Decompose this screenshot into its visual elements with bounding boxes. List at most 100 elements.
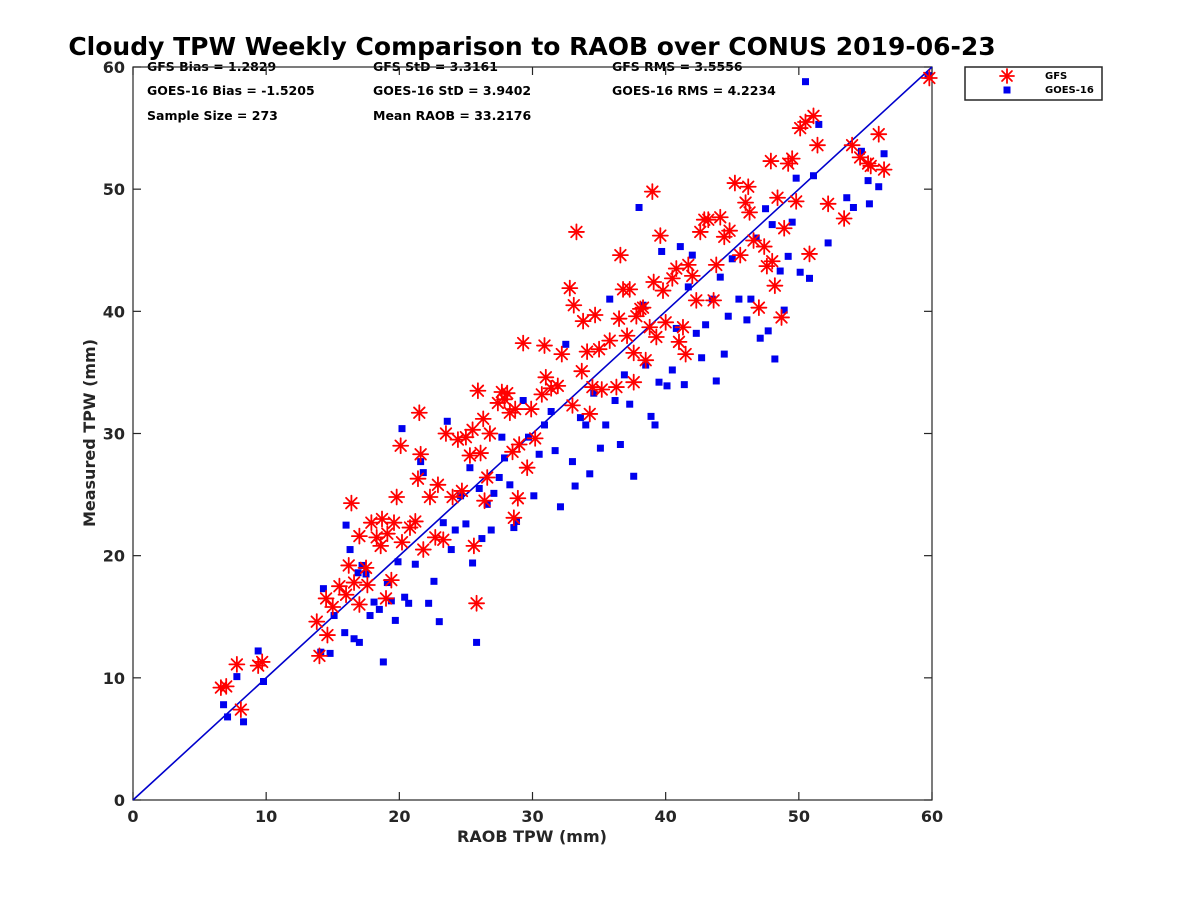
x-tick-label: 20 xyxy=(388,807,410,826)
y-tick-label: 60 xyxy=(103,58,125,77)
goes16-point xyxy=(590,389,598,397)
goes16-point xyxy=(220,701,228,709)
goes16-point xyxy=(762,205,770,213)
gfs-point xyxy=(657,313,675,331)
goes16-point xyxy=(224,713,232,721)
gfs-point xyxy=(611,246,629,264)
gfs-point xyxy=(437,425,455,442)
goes16-point xyxy=(576,414,584,422)
goes16-point xyxy=(692,329,700,337)
gfs-point xyxy=(392,437,410,455)
gfs-point xyxy=(561,279,579,297)
goes16-point xyxy=(865,200,873,208)
goes16-point xyxy=(405,599,413,607)
goes16-point xyxy=(616,440,624,448)
gfs-point xyxy=(766,277,784,295)
goes16-point xyxy=(478,535,486,543)
gfs-point xyxy=(319,626,336,644)
goes16-point xyxy=(443,417,451,425)
gfs-point xyxy=(683,267,701,285)
reference-line-layer xyxy=(132,66,933,801)
gfs-point xyxy=(429,476,447,494)
gfs-point xyxy=(755,238,773,255)
gfs-point xyxy=(311,647,328,665)
goes16-point xyxy=(341,629,349,637)
goes16-point xyxy=(676,243,684,251)
goes16-point xyxy=(611,397,619,405)
goes16-point xyxy=(788,218,796,226)
goes16-point xyxy=(495,473,503,481)
stats-block: GFS Bias = 1.2829 GFS StD = 3.3161 GFS RMS… xyxy=(147,59,776,123)
goes16-point xyxy=(519,397,527,405)
gfs-point xyxy=(414,541,432,558)
goes16-point xyxy=(317,648,325,656)
goes16-point xyxy=(490,489,498,497)
gfs-point xyxy=(478,469,496,486)
goes16-point xyxy=(346,546,354,554)
gfs-point xyxy=(337,586,355,604)
gfs-point xyxy=(667,260,685,277)
gfs-point xyxy=(773,309,790,326)
gfs-point xyxy=(762,152,780,170)
gfs-point xyxy=(393,533,411,551)
gfs-point xyxy=(468,594,485,612)
gfs-point xyxy=(581,405,599,423)
goes16-point xyxy=(469,559,477,567)
goes16-point xyxy=(411,560,419,568)
gfs-point xyxy=(875,161,893,179)
goes16-point xyxy=(647,412,655,420)
gfs-point xyxy=(819,195,837,213)
gfs-point xyxy=(509,489,527,507)
gfs-point xyxy=(645,273,663,291)
gfs-point xyxy=(625,344,643,362)
gfs-point xyxy=(362,514,380,532)
goes16-point xyxy=(439,519,447,527)
gfs-point xyxy=(607,378,625,396)
goes16-point xyxy=(875,183,883,191)
goes16-point xyxy=(684,283,692,291)
goes16-point xyxy=(462,520,470,528)
gfs-point xyxy=(388,488,406,506)
gfs-point xyxy=(565,296,583,314)
goes16-point xyxy=(864,177,872,185)
gfs-point xyxy=(641,318,659,336)
gfs-point xyxy=(217,677,235,695)
gfs-point xyxy=(385,514,403,532)
goes16-point xyxy=(702,321,710,329)
goes16-point xyxy=(743,316,751,324)
goes16-point xyxy=(358,561,366,569)
gfs-point xyxy=(851,149,869,166)
goes16-point xyxy=(254,647,262,655)
gfs-point xyxy=(797,113,814,131)
gfs-point xyxy=(409,470,427,488)
goes16-point xyxy=(375,605,383,613)
gfs-point xyxy=(357,559,375,577)
x-tick-label: 50 xyxy=(788,807,810,826)
gfs-point xyxy=(342,494,360,512)
gfs-point xyxy=(464,421,481,439)
goes16-point xyxy=(582,421,590,429)
goes16-point xyxy=(355,638,363,646)
goes16-point xyxy=(658,247,666,255)
goes16-point xyxy=(815,120,823,128)
goes16-point xyxy=(724,312,732,320)
goes16-point xyxy=(430,577,438,585)
goes16-point xyxy=(547,408,555,416)
goes16-point xyxy=(651,421,659,429)
goes16-point xyxy=(435,618,443,626)
gfs-point xyxy=(699,211,717,229)
gfs-point xyxy=(506,400,524,418)
gfs-point xyxy=(228,655,246,673)
goes16-point xyxy=(668,366,676,374)
gfs-point xyxy=(232,701,250,718)
gfs-point xyxy=(378,525,396,543)
gfs-point xyxy=(331,577,348,595)
gfs-point xyxy=(705,291,723,309)
gfs-point xyxy=(444,488,462,506)
goes16-point xyxy=(525,433,533,441)
gfs-point xyxy=(453,482,471,500)
goes16-point xyxy=(672,324,680,332)
y-tick-label: 50 xyxy=(103,180,125,199)
chart-title: Cloudy TPW Weekly Comparison to RAOB ove… xyxy=(68,32,995,61)
gfs-point xyxy=(406,513,424,530)
